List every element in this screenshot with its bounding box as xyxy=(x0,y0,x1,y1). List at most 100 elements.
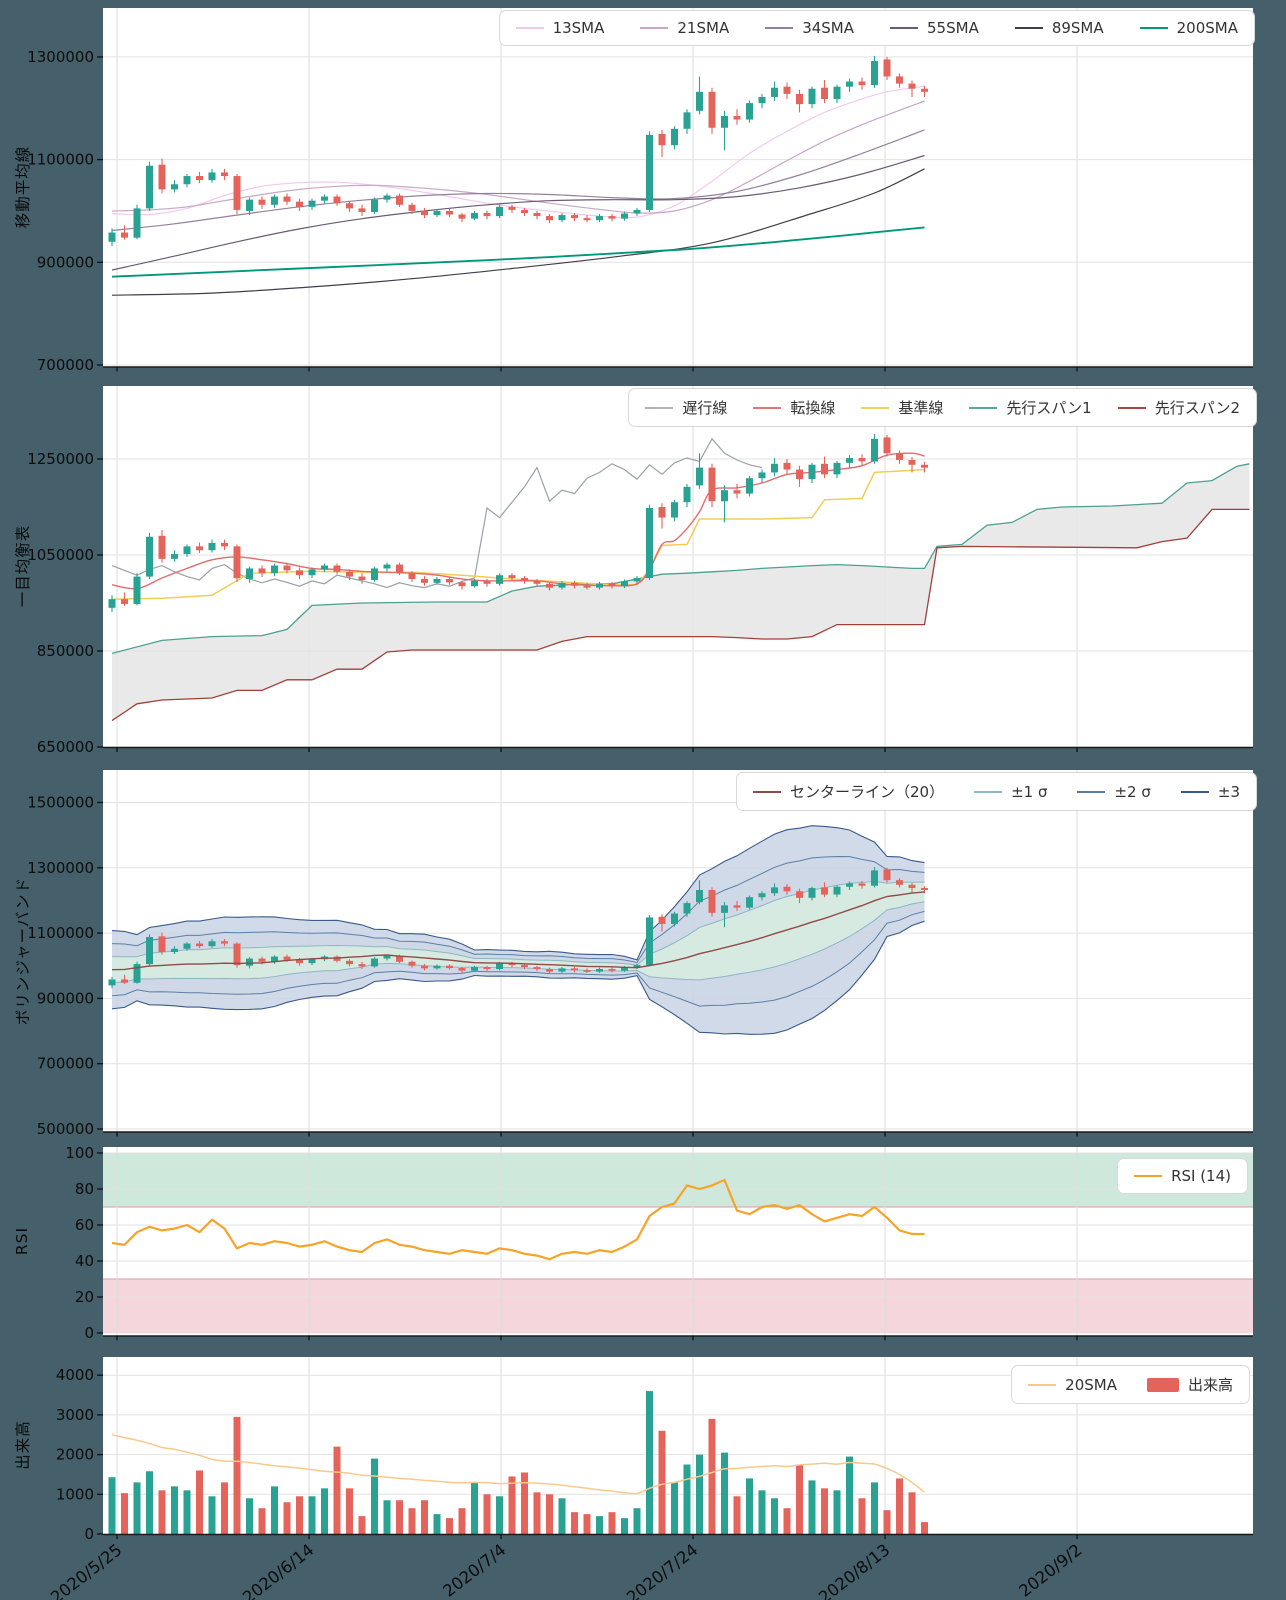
bollinger-band-fill xyxy=(112,881,925,983)
senkou-span-2-line xyxy=(111,508,1250,722)
sma-line-21SMA xyxy=(111,100,925,214)
y-tick-label: 700000 xyxy=(37,1055,94,1073)
bollinger-band-line xyxy=(111,920,925,1035)
legend-item: 20SMA xyxy=(1028,1376,1117,1394)
y-tick-label: 2000 xyxy=(56,1446,94,1464)
legend-item: 200SMA xyxy=(1139,19,1238,37)
y-tick-label: 650000 xyxy=(37,738,94,756)
y-axis-title-rsi: RSI xyxy=(13,1226,31,1256)
legend-item: 先行スパン2 xyxy=(1117,397,1240,418)
rsi-line xyxy=(111,1178,925,1261)
legend-item-label: 基準線 xyxy=(898,399,944,417)
y-tick-label: 1300000 xyxy=(27,859,94,877)
y-tick-label: 40 xyxy=(75,1252,94,1270)
line-swatch-icon xyxy=(753,406,782,409)
panel-moving-averages: 700000 900000 1100000 1300000 xyxy=(27,8,1253,374)
panel-bollinger: 500000 700000 900000 1100000 1300000 1500000 xyxy=(27,770,1253,1138)
bollinger-band-line xyxy=(111,901,925,984)
line-swatch-icon xyxy=(1134,1175,1163,1177)
line-swatch-icon xyxy=(1014,27,1043,29)
line-swatch-icon xyxy=(515,27,544,29)
legend-item-label: ±2 σ xyxy=(1114,782,1151,801)
y-tick-label: 1300000 xyxy=(27,48,94,66)
legend-item: 21SMA xyxy=(640,19,729,37)
y-tick-label: 900000 xyxy=(37,253,94,271)
legend-item-label: 先行スパン1 xyxy=(1006,399,1092,417)
line-swatch-icon xyxy=(974,790,1003,793)
legend-item: センターライン（20） xyxy=(753,781,944,802)
legend-volume: 20SMA 出来高 xyxy=(1011,1365,1250,1404)
y-tick-label: 60 xyxy=(75,1216,94,1234)
legend-item-label: 先行スパン2 xyxy=(1154,399,1240,417)
line-swatch-icon xyxy=(890,27,919,29)
line-swatch-icon xyxy=(1028,1383,1057,1386)
line-swatch-icon xyxy=(1139,27,1168,29)
legend-moving-averages: 13SMA 21SMA 34SMA 55SMA 89SMA 200SMA xyxy=(498,10,1255,46)
volume-sma-line xyxy=(111,1434,925,1495)
ichimoku-cloud xyxy=(112,463,1250,721)
legend-item: 出来高 xyxy=(1146,1374,1233,1395)
panel-ichimoku: 650000 850000 1050000 1250000 xyxy=(27,386,1253,756)
line-swatch-icon xyxy=(861,406,890,409)
line-swatch-icon xyxy=(645,406,674,409)
y-tick-label: 4000 xyxy=(56,1366,94,1384)
y-axis-title-moving-average: 移動平均線 xyxy=(14,145,32,229)
legend-item: 34SMA xyxy=(765,19,854,37)
legend-item-label: 出来高 xyxy=(1187,1376,1233,1394)
y-tick-label: 20 xyxy=(75,1288,94,1306)
legend-item-label: 200SMA xyxy=(1176,19,1238,37)
legend-ichimoku: 遅行線 転換線 基準線 先行スパン1 先行スパン2 xyxy=(628,388,1257,427)
y-axis-title-ichimoku: 一目均衡表 xyxy=(14,524,32,608)
legend-rsi: RSI (14) xyxy=(1117,1158,1248,1194)
legend-item-label: 遅行線 xyxy=(682,399,728,417)
legend-item: 基準線 xyxy=(861,397,943,418)
y-tick-label: 1050000 xyxy=(27,546,94,564)
y-tick-label: 80 xyxy=(75,1180,94,1198)
bollinger-band-line xyxy=(111,880,925,966)
line-swatch-icon xyxy=(640,27,669,29)
legend-item: ±3 xyxy=(1180,783,1240,801)
volume-bars xyxy=(108,1391,928,1534)
legend-item-label: 34SMA xyxy=(802,19,855,37)
legend-item: 13SMA xyxy=(515,19,605,37)
legend-item: 55SMA xyxy=(890,19,979,37)
sma-line-89SMA xyxy=(111,168,925,296)
line-swatch-icon xyxy=(1180,790,1209,793)
line-swatch-icon xyxy=(753,790,781,793)
y-tick-label: 1000 xyxy=(56,1485,94,1503)
senkou-span-1-line xyxy=(111,463,1250,655)
legend-item: RSI (14) xyxy=(1134,1167,1231,1185)
bollinger-band-line xyxy=(111,825,925,961)
sma-line-200SMA xyxy=(111,226,925,278)
y-axis-title-volume: 出来高 xyxy=(14,1420,32,1470)
y-tick-label: 500000 xyxy=(37,1120,94,1138)
y-tick-label: 1100000 xyxy=(27,924,94,942)
bollinger-band-line xyxy=(111,910,925,1007)
legend-item-label: 転換線 xyxy=(790,399,836,417)
legend-item-label: 21SMA xyxy=(677,19,730,37)
y-tick-label: 1100000 xyxy=(27,151,94,169)
legend-item-label: ±1 σ xyxy=(1011,782,1048,801)
bollinger-band-line xyxy=(111,855,925,964)
line-swatch-icon xyxy=(969,406,998,409)
y-tick-label: 3000 xyxy=(56,1406,94,1424)
patch-swatch-icon xyxy=(1146,1377,1179,1392)
sma-line-55SMA xyxy=(111,154,925,271)
line-swatch-icon xyxy=(1077,790,1106,793)
y-tick-label: 850000 xyxy=(37,642,94,660)
y-tick-label: 0 xyxy=(84,1525,94,1543)
legend-item-label: 55SMA xyxy=(927,19,979,37)
legend-item-label: 13SMA xyxy=(552,19,605,37)
legend-item: ±1 σ xyxy=(974,783,1047,801)
line-swatch-icon xyxy=(765,27,794,29)
bollinger-center-line xyxy=(111,891,925,971)
sma-line-34SMA xyxy=(111,129,925,232)
rsi-oversold-band xyxy=(103,1279,1253,1333)
legend-item: 先行スパン1 xyxy=(969,397,1092,418)
legend-item: ±2 σ xyxy=(1077,782,1151,801)
candlesticks xyxy=(108,55,928,247)
y-tick-label: 900000 xyxy=(37,989,94,1007)
y-tick-label: 700000 xyxy=(37,356,94,374)
y-axis-title-bollinger: ボリンジャーバンド xyxy=(14,876,32,1026)
